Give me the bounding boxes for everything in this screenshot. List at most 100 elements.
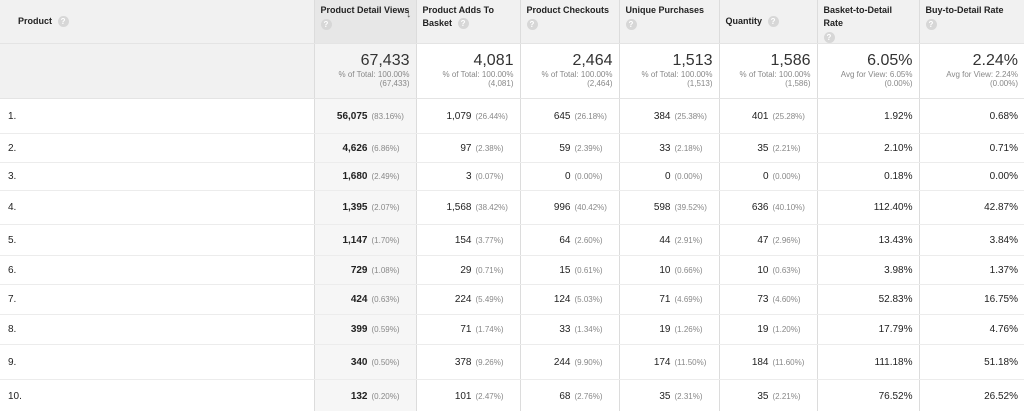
cell-percent: (0.59%) [371,325,400,334]
row-number: 10. [8,390,22,402]
help-icon[interactable]: ? [57,16,69,28]
cell-value: 17.79% [878,324,913,335]
column-header-label: Product Adds To Basket [422,5,495,28]
column-header-product-adds-to-basket[interactable]: Product Adds To Basket ? [416,0,521,44]
help-icon[interactable]: ? [767,16,779,28]
total-percent-label: % of Total: 100.00% [442,70,514,79]
cell-value: 3 [465,171,472,182]
help-icon[interactable]: ? [625,19,637,30]
cell-quantity: 35 (2.21%) [719,133,818,163]
total-buy-to-detail-rate: 2.24% Avg for View: 2.24% (0.00%) [919,43,1024,99]
totals-product-cell [0,43,315,99]
column-header-buy-to-detail-rate[interactable]: Buy-to-Detail Rate ? [919,0,1024,44]
cell-value: 68 [559,390,571,402]
cell-product-adds-to-basket: 29 (0.71%) [416,255,521,285]
total-unique-purchases: 1,513 % of Total: 100.00% (1,513) [619,43,720,99]
cell-buy-to-detail-rate: 26.52% [919,379,1024,411]
cell-product[interactable]: 10. [0,379,315,411]
column-header-label: Buy-to-Detail Rate [925,5,1004,15]
cell-value: 59 [559,142,571,154]
cell-basket-to-detail-rate: 0.18% [817,162,920,191]
cell-product[interactable]: 2. [0,133,315,163]
cell-basket-to-detail-rate: 17.79% [817,314,920,345]
total-percent-label: % of Total: 100.00% [641,70,713,79]
column-header-basket-to-detail-rate[interactable]: Basket-to-Detail Rate ? [817,0,920,44]
cell-basket-to-detail-rate: 112.40% [817,190,920,225]
cell-product[interactable]: 6. [0,255,315,285]
total-value: 2.24% [972,52,1018,69]
help-icon[interactable]: ? [823,32,835,43]
table-row: 5. 1,147 (1.70%) 154 (3.77%) 64 (2.60%) 44 (2.91… [0,224,1024,256]
cell-percent: (6.86%) [371,143,400,153]
cell-percent: (1.20%) [772,325,801,334]
cell-percent: (0.63%) [772,265,801,275]
cell-product-checkouts: 244 (9.90%) [520,344,620,380]
column-header-unique-purchases[interactable]: Unique Purchases ? [619,0,720,44]
cell-value: 154 [454,234,472,246]
column-header-product[interactable]: Product ? [0,0,315,44]
cell-basket-to-detail-rate: 111.18% [817,344,920,380]
cell-percent: (5.49%) [475,295,504,304]
row-number: 8. [8,324,17,335]
cell-value: 2.10% [884,142,913,154]
cell-quantity: 35 (2.21%) [719,379,818,411]
cell-percent: (83.16%) [371,111,404,121]
help-icon[interactable]: ? [457,18,469,30]
cell-product[interactable]: 5. [0,224,315,256]
table-row: 2. 4,626 (6.86%) 97 (2.38%) 59 (2.39%) 33 (2.18%… [0,133,1024,163]
cell-percent: (2.07%) [371,203,400,212]
cell-value: 132 [350,390,368,402]
total-value: 67,433 [360,52,410,69]
cell-percent: (26.18%) [574,111,607,121]
column-header-label: Unique Purchases [625,5,705,15]
column-header-quantity[interactable]: Quantity ? [719,0,818,44]
cell-product[interactable]: 4. [0,190,315,225]
cell-buy-to-detail-rate: 4.76% [919,314,1024,345]
cell-percent: (25.38%) [674,111,707,121]
help-icon[interactable]: ? [925,19,937,30]
cell-percent: (0.63%) [371,295,400,304]
cell-product[interactable]: 3. [0,162,315,191]
cell-unique-purchases: 71 (4.69%) [619,284,720,315]
cell-value: 1.37% [989,264,1018,276]
cell-percent: (0.20%) [371,391,400,401]
cell-percent: (2.21%) [772,391,801,401]
cell-unique-purchases: 44 (2.91%) [619,224,720,256]
column-header-product-checkouts[interactable]: Product Checkouts ? [520,0,620,44]
cell-value: 33 [659,142,671,154]
cell-product-checkouts: 15 (0.61%) [520,255,620,285]
cell-product-detail-views: 132 (0.20%) [314,379,417,411]
cell-product[interactable]: 1. [0,98,315,134]
cell-value: 174 [653,356,671,368]
total-value: 1,586 [770,52,811,69]
cell-product-checkouts: 124 (5.03%) [520,284,620,315]
cell-value: 76.52% [878,390,913,402]
cell-product[interactable]: 8. [0,314,315,345]
column-header-product-detail-views[interactable]: Product Detail Views ↓ ? [314,0,417,44]
cell-unique-purchases: 598 (39.52%) [619,190,720,225]
table-row: 10. 132 (0.20%) 101 (2.47%) 68 (2.76%) 35 (2.31%… [0,379,1024,411]
cell-percent: (38.42%) [475,203,508,212]
cell-value: 51.18% [984,356,1018,368]
cell-percent: (2.49%) [371,172,400,181]
cell-value: 1,395 [342,202,368,213]
cell-percent: (0.00%) [674,172,703,181]
help-icon[interactable]: ? [320,19,332,30]
total-product-adds-to-basket: 4,081 % of Total: 100.00% (4,081) [416,43,521,99]
cell-value: 44 [659,234,671,246]
total-product-checkouts: 2,464 % of Total: 100.00% (2,464) [520,43,620,99]
sort-descending-icon[interactable]: ↓ [406,8,412,20]
cell-product[interactable]: 9. [0,344,315,380]
cell-product[interactable]: 7. [0,284,315,315]
cell-value: 3.84% [989,234,1018,246]
cell-percent: (2.47%) [475,391,504,401]
cell-value: 636 [751,202,769,213]
cell-value: 111.18% [874,356,913,368]
cell-value: 13.43% [878,234,913,246]
cell-value: 4.76% [989,324,1018,335]
cell-buy-to-detail-rate: 0.71% [919,133,1024,163]
cell-unique-purchases: 0 (0.00%) [619,162,720,191]
help-icon[interactable]: ? [526,19,538,30]
cell-quantity: 19 (1.20%) [719,314,818,345]
